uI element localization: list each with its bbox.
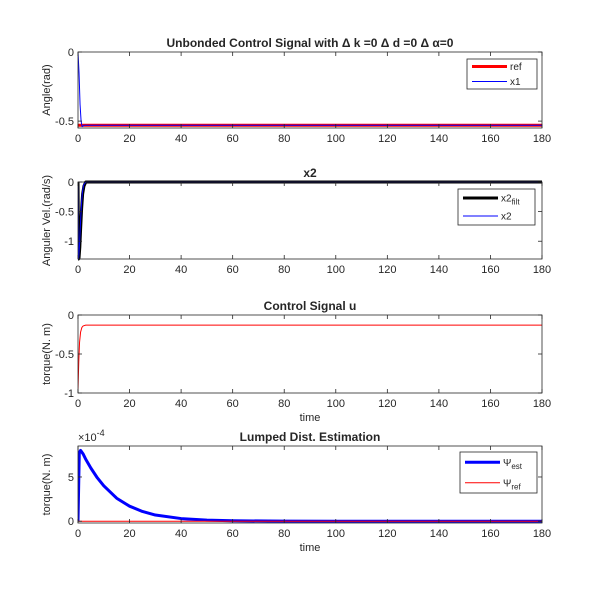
legend-box [466, 58, 538, 90]
y-axis-label: torque(N. m) [41, 323, 53, 385]
x-tick-label: 160 [481, 133, 499, 145]
x-tick-label: 40 [175, 133, 187, 145]
x-tick-label: 20 [123, 528, 135, 540]
panel-4: 0 20 40 60 80 100 120 140 160 180 0 5 Lumped Dist. E… [41, 428, 551, 554]
series-line-x1-1 [78, 51, 542, 128]
x-axis-label: time [300, 542, 321, 554]
x-tick-label: 140 [430, 398, 448, 410]
x-tick-label: 60 [227, 264, 239, 276]
panel-2: 0 20 40 60 80 100 120 140 160 180 0 -0.5 -1 x2 Anguler… [41, 166, 551, 276]
series-line-line-0 [78, 324, 542, 390]
x-tick-label: 0 [75, 528, 81, 540]
y-tick-label: 0 [68, 177, 74, 189]
x-tick-label: 20 [123, 133, 135, 145]
x-tick-label: 120 [378, 133, 396, 145]
x-tick-label: 120 [378, 264, 396, 276]
x-tick-label: 160 [481, 264, 499, 276]
x-tick-label: 80 [278, 398, 290, 410]
y-axis-label: Angle(rad) [41, 64, 53, 115]
y-tick-label: -0.5 [55, 349, 74, 361]
legend-entry: Ψest [503, 458, 523, 471]
x-tick-label: 120 [378, 398, 396, 410]
legend-entry: Ψref [503, 478, 521, 491]
y-axis-label: Anguler Vel.(rad/s) [41, 175, 53, 266]
plot-area [78, 315, 542, 393]
legend-entry: ref [510, 62, 522, 73]
axes-frame [77, 181, 543, 260]
legend-box [457, 188, 536, 226]
x-tick-label: 80 [278, 264, 290, 276]
chart-title: Lumped Dist. Estimation [240, 430, 381, 444]
y-tick-label: -0.5 [55, 116, 74, 128]
panel-3: 0 20 40 60 80 100 120 140 160 180 0 -0.5 -1 Control S… [41, 299, 551, 424]
x-tick-label: 100 [327, 398, 345, 410]
y-tick-label: 0 [68, 516, 74, 528]
x-tick-label: 80 [278, 133, 290, 145]
x-tick-label: 0 [75, 264, 81, 276]
plot-area [78, 52, 542, 128]
legend: ref x1 [466, 58, 538, 90]
x-tick-label: 80 [278, 528, 290, 540]
x-tick-label: 20 [123, 398, 135, 410]
axes-frame [77, 51, 543, 129]
x-axis-label: time [300, 412, 321, 424]
series-line-x2-1 [78, 181, 542, 260]
chart-title: Control Signal u [264, 299, 357, 313]
x-tick-label: 40 [175, 264, 187, 276]
x-tick-label: 100 [327, 133, 345, 145]
x-tick-label: 140 [430, 264, 448, 276]
series-group [78, 324, 542, 390]
y-tick-label: 5 [68, 472, 74, 484]
x-tick-label: 120 [378, 528, 396, 540]
x-tick-label: 180 [533, 133, 551, 145]
series-group [78, 448, 542, 523]
legend: x2filt x2 [457, 188, 536, 226]
y-tick-label: 0 [68, 310, 74, 322]
legend-entry: x1 [510, 77, 521, 88]
y-tick-label: -1 [64, 236, 74, 248]
y-tick-label: -0.5 [55, 207, 74, 219]
x-tick-label: 140 [430, 133, 448, 145]
axes-frame [77, 445, 543, 524]
x-tick-label: 160 [481, 528, 499, 540]
x-tick-label: 180 [533, 264, 551, 276]
x-tick-label: 100 [327, 264, 345, 276]
x-tick-label: 60 [227, 528, 239, 540]
x-tick-label: 60 [227, 398, 239, 410]
legend-entry: x2filt [501, 194, 520, 207]
x-tick-label: 180 [533, 398, 551, 410]
series-group [78, 51, 542, 128]
x-tick-label: 0 [75, 398, 81, 410]
x-tick-label: 40 [175, 528, 187, 540]
series-group [78, 180, 542, 261]
legend: Ψest Ψref [459, 451, 538, 494]
y-axis-label: torque(N. m) [41, 454, 53, 516]
x-tick-label: 40 [175, 398, 187, 410]
y-exponent-label: ×10-4 [78, 428, 105, 444]
x-tick-label: 20 [123, 264, 135, 276]
chart-title: Unbonded Control Signal with Δ k =0 Δ d … [167, 36, 454, 50]
x-tick-label: 140 [430, 528, 448, 540]
x-tick-label: 160 [481, 398, 499, 410]
chart-title: x2 [303, 166, 317, 180]
legend-box [459, 451, 538, 494]
x-tick-label: 0 [75, 133, 81, 145]
y-tick-label: 0 [68, 47, 74, 59]
x-tick-label: 60 [227, 133, 239, 145]
x-tick-label: 100 [327, 528, 345, 540]
y-tick-label: -1 [64, 388, 74, 400]
x-tick-label: 180 [533, 528, 551, 540]
legend-entry: x2 [501, 212, 512, 223]
